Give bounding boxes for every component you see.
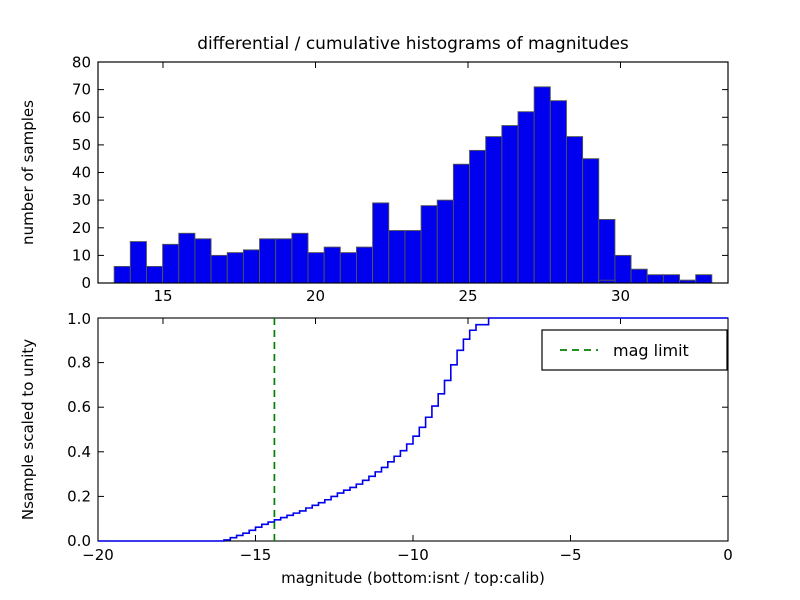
top-ytick-40: 40 — [72, 164, 91, 182]
histogram-bar — [598, 219, 616, 284]
histogram-bar — [582, 158, 600, 284]
histogram-bar — [275, 238, 293, 284]
cumulative-curve — [98, 317, 728, 542]
histogram-bar — [388, 230, 406, 284]
bottom-ytick-0: 0.0 — [67, 532, 91, 550]
histogram-bar — [517, 111, 535, 284]
histogram-bar — [339, 252, 357, 284]
bottom-ytick-04: 0.4 — [67, 443, 91, 461]
histogram-bar — [549, 100, 567, 284]
legend-label-mag-limit: mag limit — [613, 341, 689, 360]
bottom-xtick-m10: −10 — [397, 546, 429, 564]
top-panel-axes: differential / cumulative histograms of … — [19, 34, 729, 305]
histogram-bar — [452, 163, 470, 284]
chart-title: differential / cumulative histograms of … — [197, 34, 629, 54]
top-x-axis: 15 20 25 30 — [153, 62, 630, 305]
top-y-axis: 0 10 20 30 40 50 60 70 80 — [72, 54, 728, 292]
histogram-bar — [420, 205, 438, 284]
bottom-xtick-0: 0 — [723, 546, 733, 564]
histogram-bar — [695, 274, 713, 284]
histogram-bar — [630, 268, 648, 284]
top-ytick-10: 10 — [72, 246, 91, 264]
top-ytick-0: 0 — [81, 274, 91, 292]
histogram-bar — [113, 265, 131, 284]
histogram-bar — [646, 274, 664, 284]
top-ytick-50: 50 — [72, 136, 91, 154]
histogram-bar — [129, 241, 147, 284]
bottom-panel-axes: 0.0 0.2 0.4 0.6 0.8 1.0 Nsample scaled t… — [19, 310, 733, 587]
bottom-x-axis: −20 −15 −10 −5 0 — [82, 535, 733, 564]
top-xtick-30: 30 — [611, 287, 630, 305]
histogram-bar — [226, 252, 244, 284]
bottom-ytick-06: 0.6 — [67, 398, 91, 416]
top-ytick-30: 30 — [72, 191, 91, 209]
top-ytick-80: 80 — [72, 54, 91, 72]
histogram-bar — [485, 136, 503, 284]
histogram-bar — [614, 254, 632, 284]
top-ytick-20: 20 — [72, 219, 91, 237]
histogram-bar — [194, 238, 212, 284]
top-xtick-25: 25 — [458, 287, 477, 305]
top-y-axis-label: number of samples — [19, 100, 37, 245]
histogram-bar — [356, 246, 374, 284]
top-ytick-60: 60 — [72, 108, 91, 126]
bottom-ytick-10: 1.0 — [67, 310, 91, 328]
bottom-ytick-02: 0.2 — [67, 487, 91, 505]
histogram-bar — [533, 86, 551, 284]
histogram-bar — [566, 136, 584, 284]
bottom-y-axis: 0.0 0.2 0.4 0.6 0.8 1.0 — [67, 310, 728, 550]
histogram-bar — [501, 125, 519, 284]
top-xtick-15: 15 — [153, 287, 172, 305]
histogram-bar — [307, 252, 325, 284]
histogram-bars — [113, 86, 713, 284]
histogram-bar — [162, 243, 180, 284]
top-ytick-70: 70 — [72, 81, 91, 99]
histogram-bar — [146, 265, 164, 284]
histogram-bar — [291, 232, 309, 284]
histogram-bar — [242, 249, 260, 284]
histogram-bar — [259, 238, 277, 284]
histogram-bar — [178, 232, 196, 284]
histogram-bar — [323, 246, 341, 284]
histogram-bar — [210, 254, 228, 284]
bottom-xtick-m15: −15 — [240, 546, 272, 564]
histogram-bar — [469, 149, 487, 284]
histogram-bar — [372, 202, 390, 284]
x-axis-label: magnitude (bottom:isnt / top:calib) — [281, 569, 545, 587]
bottom-ytick-08: 0.8 — [67, 354, 91, 372]
histogram-bar — [662, 274, 680, 284]
histogram-bar — [436, 199, 454, 284]
bottom-y-axis-label: Nsample scaled to unity — [19, 339, 37, 520]
bottom-xtick-m5: −5 — [559, 546, 581, 564]
bottom-top-axis — [162, 318, 621, 324]
top-plot-frame-overlay — [97, 61, 729, 284]
histogram-bar — [404, 230, 422, 284]
legend[interactable]: mag limit — [541, 329, 728, 371]
bottom-xtick-m20: −20 — [82, 546, 114, 564]
top-xtick-20: 20 — [306, 287, 325, 305]
